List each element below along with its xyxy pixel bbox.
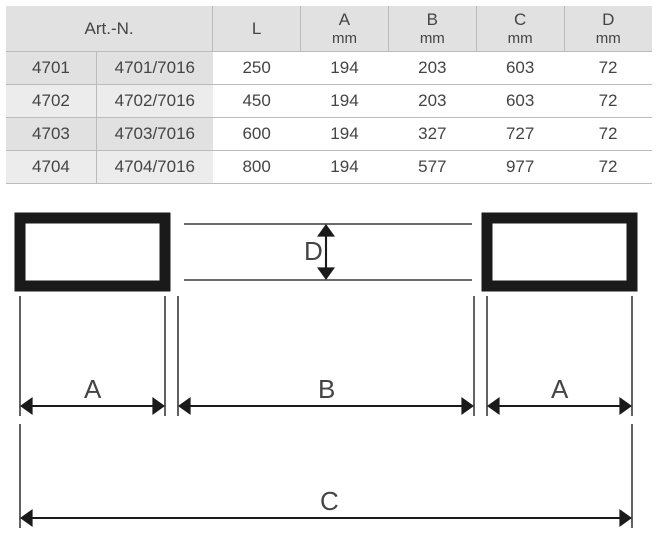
col-header-L: L	[213, 6, 301, 52]
table-row: 47024702/701645019420360372	[6, 85, 652, 118]
svg-text:A: A	[551, 374, 569, 404]
svg-text:B: B	[318, 374, 335, 404]
table-row: 47014701/701625019420360372	[6, 52, 652, 85]
svg-text:A: A	[84, 374, 102, 404]
table-row: 47044704/701680019457797772	[6, 151, 652, 184]
svg-text:D: D	[304, 236, 323, 266]
dimension-diagram: D A B A C	[6, 208, 652, 553]
dimensions-table: Art.-N. L Amm Bmm Cmm Dmm 47014701/70162…	[6, 6, 652, 184]
table-header-artn: Art.-N.	[6, 6, 213, 52]
col-header-D: Dmm	[564, 6, 652, 52]
svg-text:C: C	[320, 486, 339, 516]
col-header-B: Bmm	[388, 6, 476, 52]
col-header-A: Amm	[301, 6, 389, 52]
col-header-C: Cmm	[476, 6, 564, 52]
table-row: 47034703/701660019432772772	[6, 118, 652, 151]
